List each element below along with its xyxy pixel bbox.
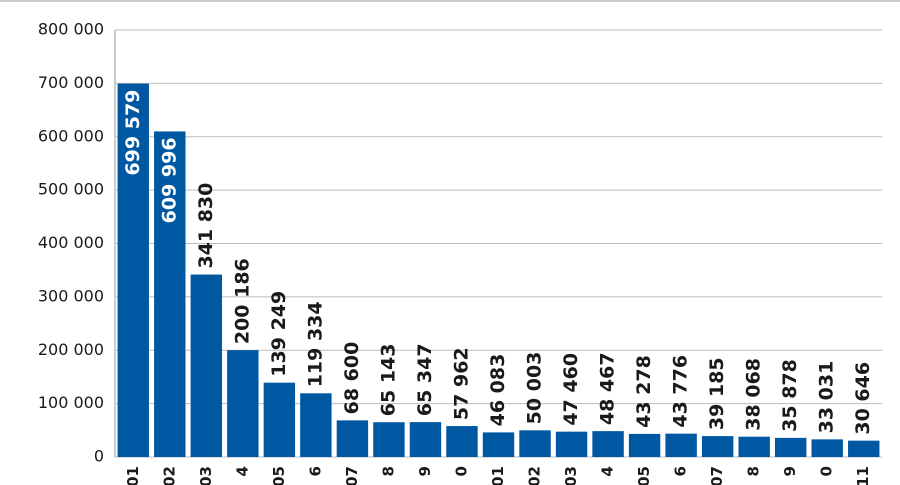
bar [628,433,661,457]
value-label: 200 186 [231,258,253,344]
x-tick-label: 0 [818,466,836,476]
x-tick-label: 01 [124,466,142,485]
bar [117,83,149,458]
x-tick-label: 03 [197,466,215,485]
x-tick-label: 07 [708,466,726,485]
x-tick-label: 01 [489,466,507,485]
value-label: 39 185 [706,357,728,430]
y-tick-label: 500 000 [38,180,104,199]
x-tick-label: 4 [233,466,251,476]
value-label: 33 031 [816,361,838,434]
bar [227,350,259,457]
bar [811,439,843,457]
value-label: 43 776 [670,355,692,428]
bar [738,436,770,457]
x-tick-label: 8 [745,466,763,476]
y-tick-label: 100 000 [38,393,104,412]
bar [774,437,807,457]
value-label: 341 830 [195,183,217,269]
x-tick-label: 02 [160,466,178,485]
value-label: 57 962 [450,347,472,420]
x-tick-label: 6 [672,466,690,476]
bar [154,131,186,457]
y-tick-label: 600 000 [38,126,104,145]
value-label: 699 579 [122,90,144,176]
x-tick-label: 9 [416,466,434,476]
bar [300,393,332,457]
x-tick-label: 07 [343,466,361,485]
x-tick-label: 03 [562,466,580,485]
bar [519,430,551,457]
bar [482,432,515,457]
value-label: 46 083 [487,354,509,427]
x-tick-label: 11 [854,466,872,485]
bar [701,436,734,457]
bar [665,433,697,457]
x-tick-label: 0 [452,466,470,476]
value-label: 119 334 [304,301,326,387]
value-label: 65 347 [414,343,436,416]
y-tick-label: 0 [94,447,104,466]
value-label: 43 278 [633,355,655,428]
value-label: 30 646 [852,362,874,435]
y-tick-label: 400 000 [38,233,104,252]
value-label: 35 878 [779,359,801,432]
x-tick-label: 4 [599,466,617,476]
bar [373,422,405,457]
y-tick-label: 800 000 [38,20,104,39]
x-tick-label: 02 [526,466,544,485]
bar [592,431,624,457]
bar [446,426,478,457]
x-tick-label: 05 [635,466,653,485]
bar [555,431,588,457]
x-tick-label: 05 [270,466,288,485]
value-label: 609 996 [158,137,180,223]
value-label: 50 003 [524,352,546,425]
value-label: 68 600 [341,342,363,415]
bar [263,382,296,457]
bar [190,274,223,457]
y-tick-label: 300 000 [38,286,104,305]
value-label: 47 460 [560,353,582,426]
y-tick-label: 200 000 [38,340,104,359]
bar [336,420,369,457]
value-label: 139 249 [268,291,290,377]
x-tick-label: 9 [781,466,799,476]
value-label: 65 143 [377,344,399,417]
bar [409,422,442,457]
bar [848,440,880,457]
y-tick-label: 700 000 [38,73,104,92]
value-label: 48 467 [597,352,619,425]
value-label: 38 068 [743,358,765,431]
x-tick-label: 6 [306,466,324,476]
x-tick-label: 8 [379,466,397,476]
